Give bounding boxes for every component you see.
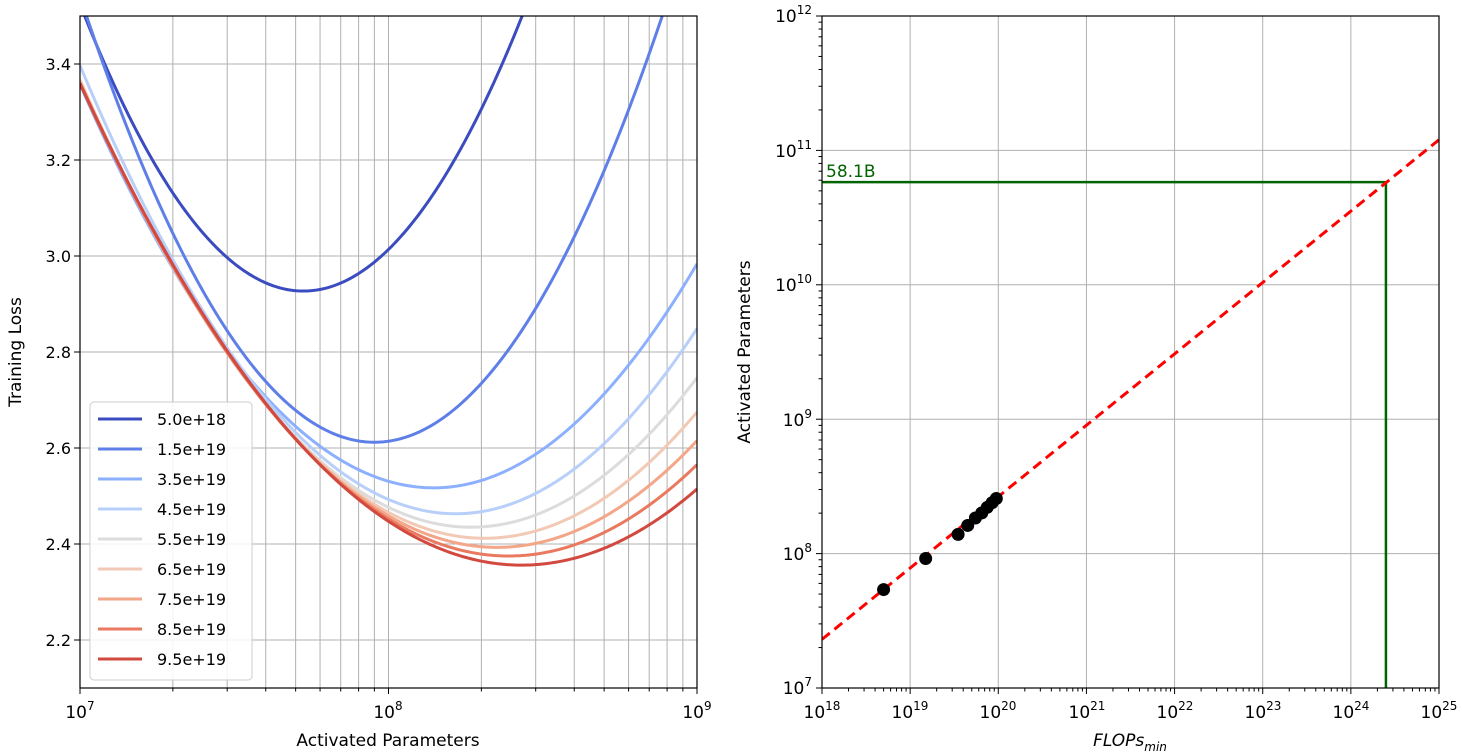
right-x-tick-label: 1025 [1421, 699, 1458, 723]
right-y-tick-label: 1011 [775, 138, 812, 162]
left-x-tick-label: 108 [373, 699, 402, 723]
legend-entry: 1.5e+19 [98, 440, 226, 459]
right-y-tick-label: 1012 [775, 3, 812, 27]
legend-entry: 5.0e+18 [98, 410, 226, 429]
legend-entry: 3.5e+19 [98, 470, 226, 489]
right-x-tick-labels: 1018 1019 1020 1021 1022 1023 1024 1025 [804, 699, 1458, 723]
loss-curve [84, 16, 664, 444]
right-y-tick-label: 108 [783, 541, 812, 565]
fit-line-dashed [822, 138, 1439, 641]
right-y-axis-label: Activated Parameters [735, 260, 755, 443]
left-y-tick-label: 2.8 [46, 343, 71, 362]
legend-entry: 7.5e+19 [98, 590, 226, 609]
right-y-tick-label: 107 [783, 675, 812, 699]
scatter-point [989, 492, 1003, 506]
loss-curves [80, 16, 697, 567]
projection-label: 58.1B [826, 162, 876, 182]
right-x-tick-label: 1021 [1069, 699, 1106, 723]
scaling-law-chart: 58.1B 1018 1019 1020 1021 1022 1023 1024… [735, 3, 1457, 754]
fit-line [822, 138, 1439, 641]
right-y-tick-label: 109 [783, 407, 812, 431]
right-ticks [816, 15, 1440, 694]
right-y-tick-labels: 107 108 109 1010 1011 1012 [775, 3, 812, 699]
legend-label: 6.5e+19 [157, 560, 226, 579]
left-x-tick-labels: 107 108 109 [65, 699, 711, 723]
legend-label: 8.5e+19 [157, 620, 226, 639]
left-y-tick-label: 3.0 [46, 247, 71, 266]
left-ticks [74, 63, 698, 694]
right-x-axis-label: FLOPsmin [1093, 731, 1167, 754]
legend-entry: 4.5e+19 [98, 500, 226, 519]
left-y-tick-label: 2.4 [46, 535, 71, 554]
legend-label: 3.5e+19 [157, 470, 226, 489]
legend-label: 9.5e+19 [157, 650, 226, 669]
legend-entry: 5.5e+19 [98, 530, 226, 549]
right-plot-frame [821, 15, 1440, 689]
right-x-tick-label: 1020 [980, 699, 1017, 723]
scatter-point [919, 551, 933, 565]
left-x-tick-label: 109 [682, 699, 711, 723]
legend-label: 4.5e+19 [157, 500, 226, 519]
right-x-tick-label: 1023 [1245, 699, 1282, 723]
legend-label: 1.5e+19 [157, 440, 226, 459]
loss-curves-chart: 107 108 109 2.2 2.4 2.6 2.8 3.0 3.2 3.4 … [6, 15, 712, 751]
legend-box [89, 401, 253, 681]
legend-entry: 8.5e+19 [98, 620, 226, 639]
legend-entry: 6.5e+19 [98, 560, 226, 579]
scatter-point [877, 583, 891, 597]
left-x-axis-label: Activated Parameters [296, 731, 479, 751]
left-y-tick-label: 2.2 [46, 631, 71, 650]
scatter-points [877, 492, 1003, 597]
right-y-tick-label: 1010 [775, 272, 812, 296]
legend-label: 5.0e+18 [157, 410, 226, 429]
right-x-tick-label: 1024 [1333, 699, 1370, 723]
loss-curve [80, 64, 697, 516]
legend-label: 7.5e+19 [157, 590, 226, 609]
left-y-tick-label: 2.6 [46, 439, 71, 458]
left-y-axis-label: Training Loss [6, 297, 26, 408]
left-y-tick-label: 3.2 [46, 151, 71, 170]
left-x-tick-label: 107 [65, 699, 94, 723]
scatter-point [951, 527, 965, 541]
right-x-tick-label: 1022 [1157, 699, 1194, 723]
legend-label: 5.5e+19 [157, 530, 226, 549]
right-x-tick-label: 1019 [892, 699, 929, 723]
right-grid [822, 16, 1439, 688]
legend: 5.0e+18 1.5e+19 3.5e+19 4.5e+19 5.5e+19 … [89, 401, 253, 681]
legend-entry: 9.5e+19 [98, 650, 226, 669]
right-x-tick-label: 1018 [804, 699, 841, 723]
left-y-tick-label: 3.4 [46, 55, 71, 74]
loss-curve [80, 82, 697, 567]
loss-curve [83, 16, 524, 293]
left-y-tick-labels: 2.2 2.4 2.6 2.8 3.0 3.2 3.4 [46, 55, 71, 650]
projection-lines [822, 180, 1388, 688]
